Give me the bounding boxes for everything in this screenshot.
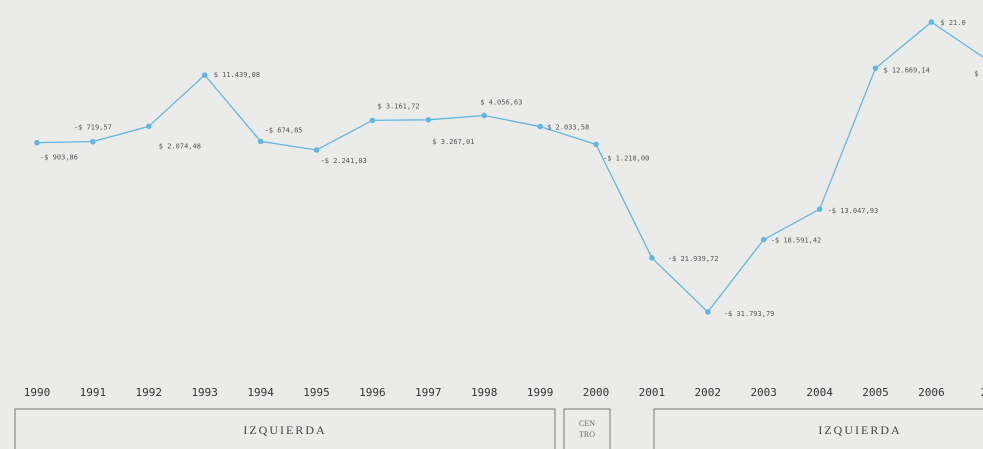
x-tick-label: 2004	[806, 386, 833, 399]
data-label: $ 21.0	[940, 19, 965, 27]
data-label: $ 2.033,58	[547, 124, 589, 132]
point	[481, 112, 488, 119]
point	[537, 123, 543, 130]
x-tick-label: 1995	[303, 386, 330, 399]
period-box	[653, 408, 983, 449]
x-tick-label: 2000	[583, 386, 610, 399]
point	[649, 255, 655, 261]
x-tick-label: 2003	[750, 386, 777, 399]
point	[816, 206, 823, 213]
point	[257, 138, 264, 145]
point	[705, 309, 711, 315]
point	[34, 139, 40, 146]
point	[146, 123, 152, 130]
period-label: CEN	[579, 419, 595, 428]
x-tick-label: 1996	[359, 386, 386, 399]
data-label: -$ 719,57	[74, 124, 112, 132]
x-tick-label: 1994	[247, 386, 274, 399]
x-tick-label: 1998	[471, 386, 498, 399]
data-label: -$ 2.241,03	[321, 157, 367, 165]
data-label: $	[974, 70, 978, 78]
point	[760, 236, 767, 243]
point	[593, 141, 599, 148]
data-label: -$ 18.591,42	[771, 237, 822, 245]
point	[928, 19, 935, 25]
period-box	[563, 408, 611, 449]
point	[425, 116, 432, 123]
period-label: TRO	[579, 430, 595, 439]
point	[313, 147, 320, 153]
point	[872, 65, 879, 72]
x-tick-label: 2001	[639, 386, 666, 399]
x-tick-label: 1993	[191, 386, 218, 399]
data-label: -$ 1.218,00	[603, 154, 649, 162]
period-box	[14, 408, 556, 449]
data-label: $ 2.074,48	[159, 142, 201, 150]
data-label: $ 3.161,72	[377, 102, 419, 110]
data-label: -$ 903,86	[40, 154, 78, 162]
data-label: -$ 674,85	[265, 126, 303, 134]
data-label: -$ 31.793,79	[724, 310, 775, 318]
x-tick-label: 2006	[918, 386, 945, 399]
point	[369, 117, 376, 124]
data-label: $ 3.267,01	[432, 138, 474, 146]
point	[201, 72, 208, 78]
x-tick-label: 20	[981, 386, 983, 399]
data-label: -$ 13.047,93	[828, 207, 879, 215]
x-tick-label: 2002	[695, 386, 722, 399]
data-label: -$ 21.939,72	[668, 255, 719, 263]
x-tick-label: 1992	[136, 386, 163, 399]
period-label: IZQUIERDA	[818, 423, 901, 437]
x-tick-label: 2005	[862, 386, 889, 399]
point	[90, 138, 96, 145]
x-tick-label: 1997	[415, 386, 442, 399]
data-label: $ 4.056,63	[480, 98, 522, 106]
x-tick-label: 1991	[80, 386, 107, 399]
data-label: $ 11.439,08	[214, 71, 260, 79]
x-tick-label: 1990	[24, 386, 51, 399]
period-label: IZQUIERDA	[243, 423, 326, 437]
x-tick-label: 1999	[527, 386, 554, 399]
line	[36, 21, 983, 313]
data-label: $ 12.669,14	[884, 66, 930, 74]
